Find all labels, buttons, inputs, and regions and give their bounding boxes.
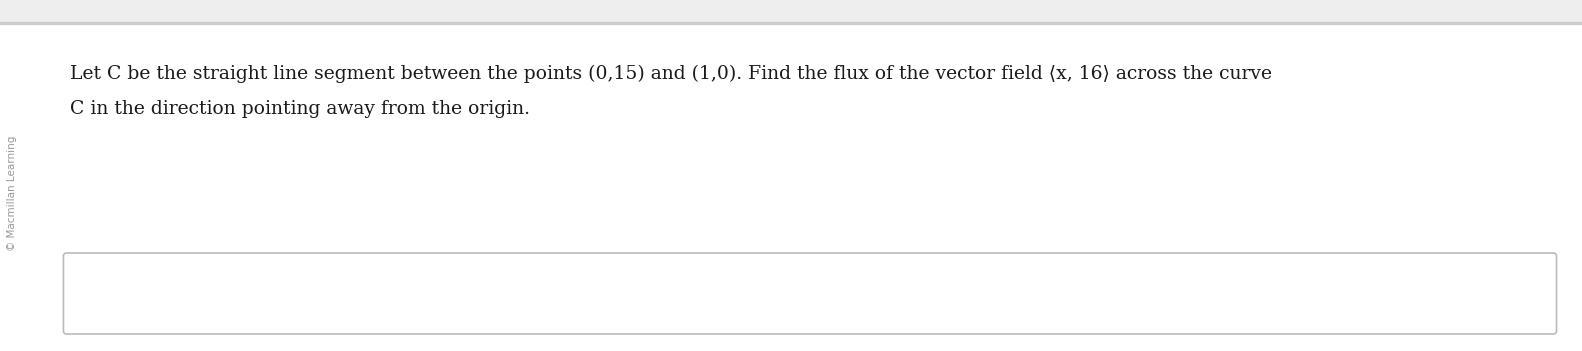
Text: C in the direction pointing away from the origin.: C in the direction pointing away from th… xyxy=(70,100,530,118)
FancyBboxPatch shape xyxy=(63,253,1557,334)
Text: Let C be the straight line segment between the points (0,15) and (1,0). Find the: Let C be the straight line segment betwe… xyxy=(70,65,1272,83)
Bar xyxy=(0,22,1582,24)
Text: © Macmillan Learning: © Macmillan Learning xyxy=(6,135,17,251)
Bar xyxy=(0,0,1582,22)
